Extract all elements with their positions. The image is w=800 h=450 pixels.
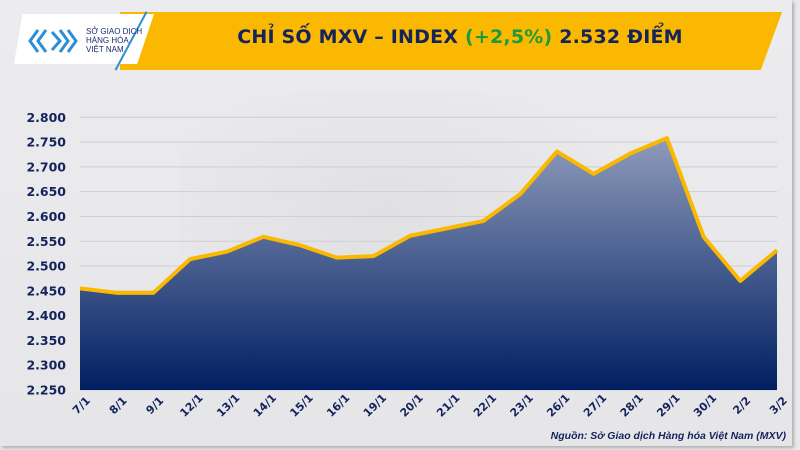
index-line [79, 136, 779, 295]
logo-text: SỞ GIAO DỊCH HÀNG HÓA VIỆT NAM [86, 27, 142, 54]
y-tick-label: 2.450 [26, 283, 66, 298]
y-tick-label: 2.500 [26, 259, 66, 274]
x-tick-label: 26/1 [544, 391, 572, 419]
y-tick-label: 2.400 [26, 308, 66, 323]
x-tick-label: 3/2 [767, 394, 790, 417]
y-tick-label: 2.350 [26, 333, 66, 348]
x-axis: 7/1 8/1 9/1 12/1 13/1 14/1 15/1 16/1 19/1 20/1 21/… [70, 391, 790, 419]
x-tick-label: 9/1 [143, 394, 166, 417]
logo-line-2: HÀNG HÓA [86, 36, 129, 45]
title-prefix: CHỈ SỐ MXV – INDEX [237, 26, 465, 48]
y-tick-label: 2.300 [26, 358, 66, 373]
title-value: 2.532 ĐIỂM [552, 26, 683, 48]
x-tick-label: 20/1 [398, 391, 426, 419]
x-tick-label: 22/1 [471, 391, 499, 419]
x-tick-label: 21/1 [434, 391, 462, 419]
x-tick-label: 28/1 [618, 391, 646, 419]
y-tick-label: 2.650 [26, 184, 66, 199]
title-banner [120, 12, 782, 70]
title-change-percent: (+2,5%) [464, 26, 553, 48]
x-tick-label: 12/1 [177, 391, 205, 419]
logo-line-1: SỞ GIAO DỊCH [86, 27, 143, 36]
x-tick-label: 2/2 [730, 394, 753, 417]
x-tick-label: 7/1 [70, 394, 93, 417]
x-tick-label: 15/1 [287, 391, 315, 419]
x-tick-label: 30/1 [691, 391, 719, 419]
y-tick-label: 2.600 [26, 209, 66, 224]
y-tick-label: 2.550 [26, 234, 66, 249]
y-tick-label: 2.800 [26, 110, 66, 125]
x-tick-label: 27/1 [581, 391, 609, 419]
y-tick-label: 2.700 [26, 159, 66, 174]
x-tick-label: 13/1 [214, 391, 242, 419]
y-axis: 2.800 2.750 2.700 2.650 2.600 2.550 2.500 2.450… [26, 110, 66, 398]
x-tick-label: 16/1 [324, 391, 352, 419]
x-tick-label: 23/1 [508, 391, 536, 419]
mxv-logo-icon [28, 29, 78, 53]
source-note: Nguồn: Sở Giao dịch Hàng hóa Việt Nam (M… [550, 430, 786, 442]
x-tick-label: 19/1 [361, 391, 389, 419]
logo-line-3: VIỆT NAM [86, 45, 124, 54]
x-tick-label: 29/1 [654, 391, 682, 419]
x-tick-label: 8/1 [107, 394, 130, 417]
y-tick-label: 2.250 [26, 383, 66, 398]
x-tick-label: 14/1 [251, 391, 279, 419]
chart-title: CHỈ SỐ MXV – INDEX (+2,5%) 2.532 ĐIỂM [160, 26, 760, 48]
y-tick-label: 2.750 [26, 135, 66, 150]
area-fill [80, 138, 777, 390]
